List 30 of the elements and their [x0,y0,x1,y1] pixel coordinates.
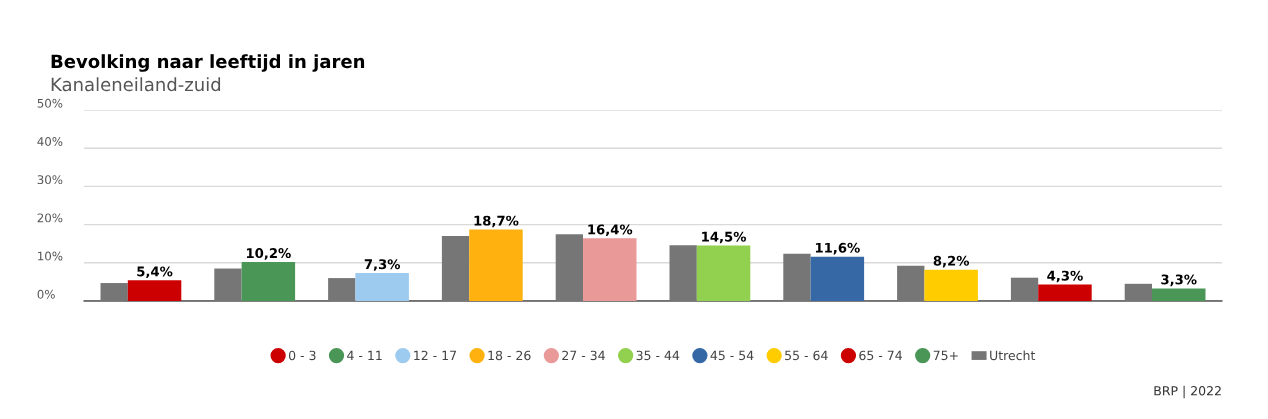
legend-label: Utrecht [990,350,1036,361]
legend-label: 35 - 44 [636,350,680,361]
legend-label: 45 - 54 [710,350,754,361]
legend-label: 27 - 34 [562,350,605,361]
y-tick-label: 50% [37,98,63,108]
y-tick-label: 10% [38,251,63,261]
y-tick-label: 40% [37,136,63,146]
chart-subtitle: Kanaleneiland-zuid [51,77,221,92]
data-label: 14,5% [702,231,747,244]
data-label: 16,4% [588,224,633,237]
text: BRP | 2022 [1154,385,1221,399]
legend-label: 12 - 17 [414,350,457,360]
legend-label: 4 - 11 [347,350,382,360]
legend-label: 55 - 64 [785,350,828,361]
data-label: 10,2% [246,248,291,260]
y-tick-label: 30% [37,175,63,185]
data-label: 3,3% [1161,274,1197,287]
data-label: 5,4% [137,266,173,279]
y-tick-label: 20% [37,213,63,223]
data-label: 4,3% [1047,270,1083,283]
data-label: 7,3% [364,259,401,271]
legend-label: 75+ [933,350,958,361]
data-label: 8,2% [933,255,970,268]
legend-label: 65 - 74 [859,350,902,361]
y-tick-label: 0% [37,289,55,299]
data-label: 11,6% [815,242,860,255]
legend-label: 18 - 26 [488,350,531,361]
chart-title: Bevolking naar leeftijd in jaren [51,54,365,72]
data-label: 18,7% [474,215,519,228]
legend-label: 0 - 3 [288,350,316,361]
